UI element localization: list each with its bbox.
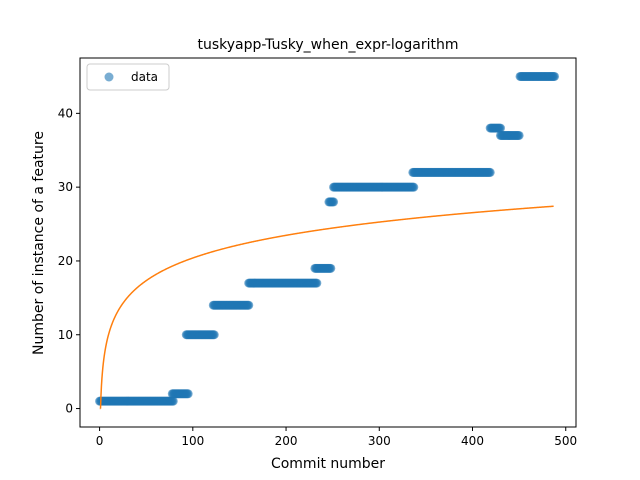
x-tick-label: 0	[96, 434, 104, 448]
plot-frame	[79, 57, 577, 428]
data-point	[514, 130, 524, 140]
legend: data	[86, 63, 170, 91]
fit-line	[99, 205, 554, 410]
legend-box	[86, 63, 170, 91]
y-tick-label: 40	[58, 106, 73, 120]
x-tick-label: 100	[181, 434, 204, 448]
data-point	[550, 71, 560, 81]
y-axis-label: Number of instance of a feature	[31, 131, 47, 355]
y-axis-ticks: 0 10 20 30 40	[58, 106, 80, 416]
data-point	[326, 263, 336, 273]
data-point	[495, 123, 505, 133]
y-tick-label: 20	[58, 254, 73, 268]
x-axis-label: Commit number	[271, 456, 385, 472]
data-layer	[95, 71, 560, 406]
y-tick-label: 30	[58, 180, 73, 194]
legend-label-data: data	[131, 70, 158, 84]
data-point	[183, 389, 193, 399]
legend-marker-data	[104, 72, 114, 82]
data-point	[312, 278, 322, 288]
data-point	[244, 300, 254, 310]
y-tick-label: 10	[58, 328, 73, 342]
y-tick-label: 0	[65, 402, 73, 416]
x-tick-label: 500	[554, 434, 577, 448]
data-point	[409, 182, 419, 192]
x-tick-label: 400	[461, 434, 484, 448]
data-point	[329, 197, 339, 207]
x-axis-ticks: 0 100 200 300 400 500	[96, 427, 577, 448]
x-tick-label: 200	[275, 434, 298, 448]
chart-title: tuskyapp-Tusky_when_expr-logarithm	[198, 37, 459, 53]
data-point	[168, 396, 178, 406]
x-tick-label: 300	[368, 434, 391, 448]
data-point	[485, 167, 495, 177]
fit-layer	[99, 205, 554, 410]
data-point	[209, 330, 219, 340]
